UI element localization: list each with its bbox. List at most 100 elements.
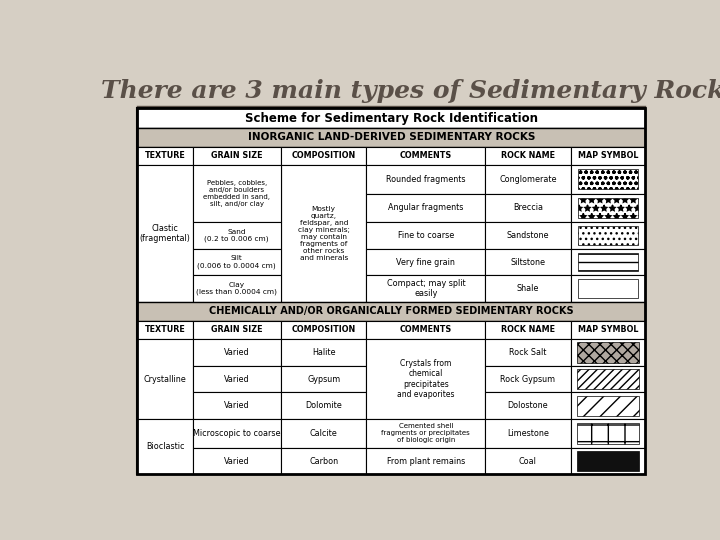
Bar [485, 419, 571, 448]
Bar [193, 393, 281, 419]
Text: Coal: Coal [519, 456, 537, 465]
Bar [578, 198, 638, 218]
Bar [193, 275, 281, 302]
Text: Gypsum: Gypsum [307, 375, 341, 383]
Bar [281, 448, 366, 474]
Text: COMPOSITION: COMPOSITION [292, 151, 356, 160]
Bar [366, 419, 485, 448]
Text: Carbon: Carbon [309, 456, 338, 465]
Bar [571, 146, 645, 165]
Text: Rounded fragments: Rounded fragments [386, 175, 466, 184]
Text: Siltstone: Siltstone [510, 258, 546, 267]
Text: Limestone: Limestone [507, 429, 549, 438]
Bar [485, 165, 571, 193]
Bar [571, 222, 645, 249]
Bar [485, 321, 571, 339]
Text: GRAIN SIZE: GRAIN SIZE [211, 326, 263, 334]
Text: Varied: Varied [224, 375, 250, 383]
Bar [485, 393, 571, 419]
Bar [138, 321, 193, 339]
Bar [571, 193, 645, 222]
Bar [366, 275, 485, 302]
Bar [578, 170, 638, 189]
Bar [577, 396, 639, 416]
Bar [366, 448, 485, 474]
Text: Rock Gypsum: Rock Gypsum [500, 375, 556, 383]
Text: Clastic
(fragmental): Clastic (fragmental) [140, 224, 191, 244]
Bar [571, 419, 645, 448]
Text: Sandstone: Sandstone [507, 231, 549, 240]
Bar [485, 366, 571, 393]
Text: Dolomite: Dolomite [305, 401, 342, 410]
Bar [366, 193, 485, 222]
Bar [366, 146, 485, 165]
Bar [281, 321, 366, 339]
Bar [138, 146, 193, 165]
Text: COMPOSITION: COMPOSITION [292, 326, 356, 334]
Text: Calcite: Calcite [310, 429, 338, 438]
Bar [571, 339, 645, 366]
Bar [138, 302, 645, 321]
Text: Breccia: Breccia [513, 203, 543, 212]
Text: Varied: Varied [224, 348, 250, 357]
Text: Silt
(0.006 to 0.0004 cm): Silt (0.006 to 0.0004 cm) [197, 255, 276, 269]
Bar [571, 393, 645, 419]
Bar [571, 249, 645, 275]
Bar [485, 146, 571, 165]
Bar [193, 448, 281, 474]
Text: ROCK NAME: ROCK NAME [501, 326, 555, 334]
Text: Crystals from
chemical
precipitates
and evaporites: Crystals from chemical precipitates and … [397, 359, 454, 399]
Bar [193, 222, 281, 249]
Text: TEXTURE: TEXTURE [145, 151, 186, 160]
Text: Varied: Varied [224, 401, 250, 410]
Bar [138, 109, 645, 128]
Text: CHEMICALLY AND/OR ORGANICALLY FORMED SEDIMENTARY ROCKS: CHEMICALLY AND/OR ORGANICALLY FORMED SED… [209, 306, 574, 316]
Bar [366, 222, 485, 249]
Bar [281, 146, 366, 165]
Bar [281, 366, 366, 393]
Text: MAP SYMBOL: MAP SYMBOL [577, 326, 638, 334]
Text: Scheme for Sedimentary Rock Identification: Scheme for Sedimentary Rock Identificati… [245, 112, 538, 125]
Text: Cemented shell
fragments or precipitates
of biologic origin: Cemented shell fragments or precipitates… [382, 423, 470, 443]
Text: Dolostone: Dolostone [508, 401, 548, 410]
Bar [485, 222, 571, 249]
Text: From plant remains: From plant remains [387, 456, 465, 465]
Bar [366, 249, 485, 275]
Bar [577, 423, 639, 444]
Text: Conglomerate: Conglomerate [499, 175, 557, 184]
Bar [571, 275, 645, 302]
Text: Pebbles, cobbles,
and/or boulders
embedded in sand,
silt, and/or clay: Pebbles, cobbles, and/or boulders embedd… [203, 180, 270, 207]
Text: Rock Salt: Rock Salt [509, 348, 546, 357]
Text: Varied: Varied [224, 456, 250, 465]
Bar [578, 279, 638, 298]
Text: Halite: Halite [312, 348, 336, 357]
Bar [193, 146, 281, 165]
Text: INORGANIC LAND-DERIVED SEDIMENTARY ROCKS: INORGANIC LAND-DERIVED SEDIMENTARY ROCKS [248, 132, 535, 142]
Bar [193, 339, 281, 366]
Text: TEXTURE: TEXTURE [145, 326, 186, 334]
Bar [485, 339, 571, 366]
Text: Shale: Shale [517, 284, 539, 293]
Text: ROCK NAME: ROCK NAME [501, 151, 555, 160]
Text: GRAIN SIZE: GRAIN SIZE [211, 151, 263, 160]
Bar [138, 419, 193, 474]
Bar [281, 419, 366, 448]
Text: Clay
(less than 0.0004 cm): Clay (less than 0.0004 cm) [197, 282, 277, 295]
Bar [281, 339, 366, 366]
Bar [366, 165, 485, 193]
Bar [366, 321, 485, 339]
Bar [485, 249, 571, 275]
Text: Bioclastic: Bioclastic [145, 442, 184, 451]
Bar [485, 193, 571, 222]
Text: Microscopic to coarse: Microscopic to coarse [193, 429, 281, 438]
Bar [578, 253, 638, 272]
Bar [485, 275, 571, 302]
Bar [138, 128, 645, 146]
Bar [485, 448, 571, 474]
Bar [193, 419, 281, 448]
Bar [577, 369, 639, 389]
Text: Compact; may split
easily: Compact; may split easily [387, 279, 465, 299]
Text: MAP SYMBOL: MAP SYMBOL [577, 151, 638, 160]
Bar [577, 342, 639, 362]
Text: Angular fragments: Angular fragments [388, 203, 464, 212]
